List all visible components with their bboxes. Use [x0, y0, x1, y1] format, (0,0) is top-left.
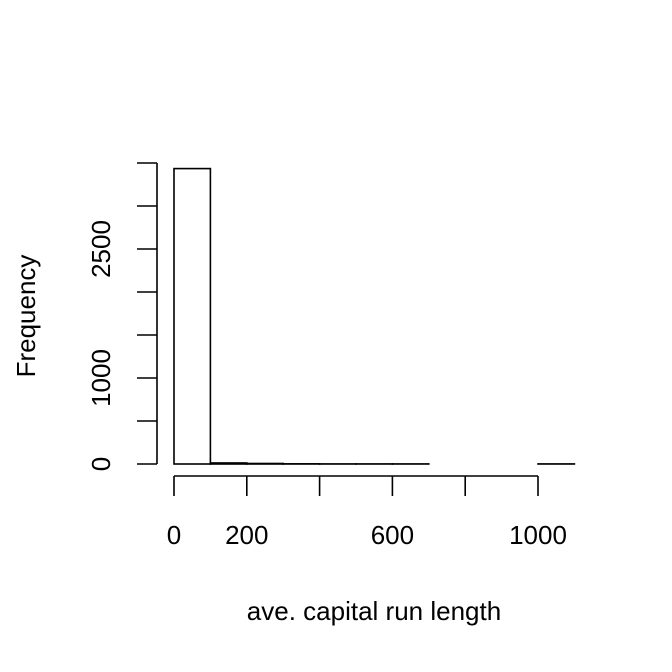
y-tick-label: 1000 — [86, 349, 116, 407]
x-axis: 0 200 600 1000 — [167, 475, 567, 550]
x-tick-label: 600 — [371, 520, 414, 550]
x-tick-label: 0 — [167, 520, 181, 550]
y-tick-label: 0 — [86, 457, 116, 471]
y-axis-label: Frequency — [11, 255, 41, 378]
x-axis-label: ave. capital run length — [247, 596, 501, 626]
histogram-bar — [246, 462, 285, 465]
y-axis: 0 1000 2500 — [86, 162, 158, 471]
x-tick-label: 200 — [225, 520, 268, 550]
histogram-bar — [209, 462, 248, 465]
histogram-bar — [173, 167, 212, 465]
y-tick-label: 2500 — [86, 220, 116, 278]
x-tick-label: 1000 — [509, 520, 567, 550]
histogram-bars — [173, 167, 576, 465]
